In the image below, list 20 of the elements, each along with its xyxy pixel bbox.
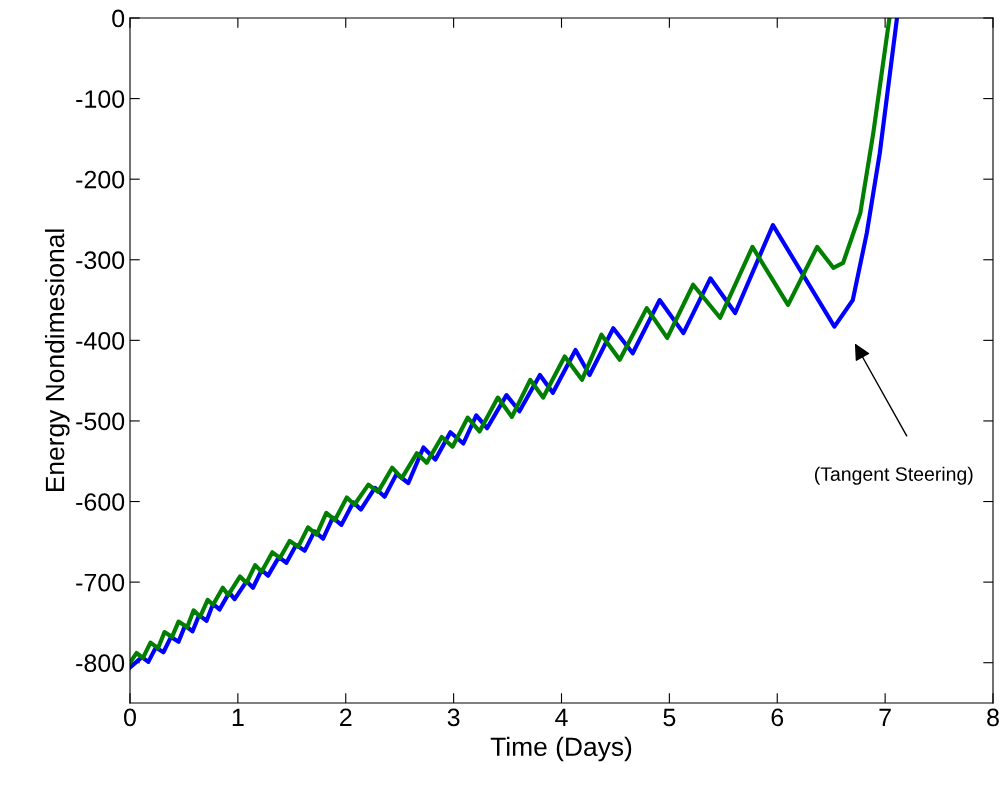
y-tick-label: -700 — [76, 573, 125, 592]
y-tick-label: -600 — [76, 493, 125, 511]
y-tick-label: -100 — [76, 90, 125, 108]
y-tick-label: -200 — [76, 170, 125, 189]
x-tick-label: 6 — [771, 708, 784, 727]
x-tick-label: 1 — [232, 708, 244, 726]
y-tick-label: -800 — [76, 654, 125, 673]
y-tick-label: -400 — [76, 331, 125, 350]
x-tick-label: 7 — [879, 708, 891, 726]
x-axis-title: Time (Days) — [490, 736, 632, 762]
y-tick-label: -500 — [76, 412, 125, 431]
x-tick-label: 8 — [987, 708, 999, 727]
y-tick-label: 0 — [112, 9, 125, 28]
y-tick-label: -300 — [76, 251, 125, 270]
x-tick-label: 3 — [447, 708, 460, 727]
x-tick-label: 5 — [663, 708, 676, 727]
x-tick-label: 4 — [555, 708, 568, 726]
annotation: (Tangent Steering) — [814, 466, 973, 485]
y-axis-title: Energy Nondimesional — [44, 229, 70, 492]
x-tick-label: 2 — [340, 708, 352, 726]
